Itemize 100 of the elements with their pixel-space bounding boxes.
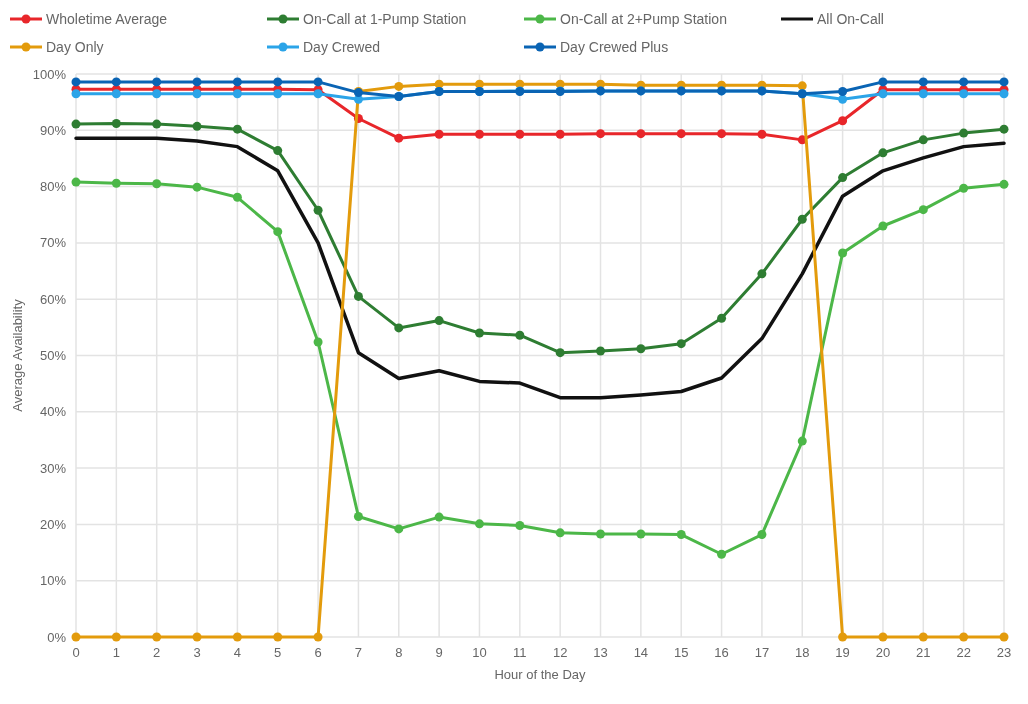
point (474, 129, 484, 139)
legend-label: All On-Call (817, 10, 884, 27)
point (394, 323, 404, 333)
legend-label: On-Call at 2+Pump Station (560, 10, 727, 27)
legend-label: Day Crewed (303, 38, 381, 55)
point (232, 124, 242, 134)
x-tick-label: 22 (956, 645, 971, 660)
point (596, 129, 606, 139)
point (959, 77, 969, 87)
y-tick-label: 10% (39, 573, 67, 589)
x-tick-label: 15 (673, 645, 689, 660)
point (152, 89, 162, 99)
point (999, 632, 1009, 642)
point (394, 81, 404, 91)
legend-label: Day Only (46, 38, 104, 55)
x-tick-label: 6 (314, 645, 322, 660)
point (273, 89, 283, 99)
point (152, 632, 162, 642)
point (959, 632, 969, 642)
point (878, 148, 888, 158)
point (999, 179, 1009, 189)
x-tick-label: 21 (916, 645, 931, 660)
point (111, 119, 121, 129)
x-axis-title: Hour of the Day (494, 667, 587, 682)
y-tick-label: 40% (39, 404, 67, 420)
y-tick-label: 30% (39, 460, 67, 476)
y-tick-label: 20% (39, 516, 67, 532)
line-series (74, 136, 1006, 400)
point (596, 346, 606, 356)
x-tick-label: 19 (835, 645, 850, 660)
point (71, 89, 81, 99)
point (999, 89, 1009, 99)
point (838, 248, 848, 258)
x-tick-label: 13 (593, 645, 608, 660)
point (353, 512, 363, 522)
x-tick-label: 16 (714, 645, 729, 660)
point (353, 291, 363, 301)
x-tick-label: 7 (354, 645, 363, 660)
point (676, 530, 686, 540)
point (959, 89, 969, 99)
point (152, 119, 162, 129)
point (192, 632, 202, 642)
point (555, 348, 565, 358)
legend-label: Wholetime Average (46, 10, 168, 27)
point (838, 86, 848, 96)
point (434, 316, 444, 326)
point (192, 89, 202, 99)
point (878, 632, 888, 642)
point (394, 524, 404, 534)
y-tick-label: 90% (39, 122, 67, 138)
point (273, 77, 283, 87)
point (394, 133, 404, 143)
point (515, 330, 525, 340)
point (959, 128, 969, 138)
point (111, 632, 121, 642)
point (232, 632, 242, 642)
point (313, 89, 323, 99)
point (918, 77, 928, 87)
x-tick-label: 2 (153, 645, 161, 660)
point (797, 81, 807, 91)
point (71, 77, 81, 87)
point (838, 116, 848, 126)
point (918, 205, 928, 215)
y-axis-title: Average Availability (10, 298, 25, 412)
point (999, 124, 1009, 134)
point (918, 89, 928, 99)
y-tick-label: 50% (39, 348, 67, 364)
point (192, 121, 202, 131)
point (313, 337, 323, 347)
point (313, 632, 323, 642)
point (232, 77, 242, 87)
point (757, 530, 767, 540)
x-tick-label: 5 (274, 645, 282, 660)
point (757, 129, 767, 139)
point (636, 344, 646, 354)
point (878, 77, 888, 87)
point (676, 129, 686, 139)
point (717, 129, 727, 139)
point (757, 269, 767, 279)
point (192, 182, 202, 192)
point (838, 173, 848, 183)
point (232, 192, 242, 202)
point (111, 89, 121, 99)
x-tick-label: 18 (795, 645, 810, 660)
point (918, 632, 928, 642)
point (71, 177, 81, 187)
point (434, 512, 444, 522)
point (959, 183, 969, 193)
y-tick-label: 60% (39, 291, 67, 307)
point (636, 129, 646, 139)
point (515, 521, 525, 531)
point (111, 77, 121, 87)
point (555, 528, 565, 538)
x-tick-label: 10 (472, 645, 487, 660)
x-tick-label: 4 (233, 645, 242, 660)
y-tick-label: 100% (32, 66, 67, 82)
x-tick-label: 0 (72, 645, 80, 660)
point (878, 221, 888, 231)
point (797, 436, 807, 446)
x-tick-label: 14 (633, 645, 649, 660)
